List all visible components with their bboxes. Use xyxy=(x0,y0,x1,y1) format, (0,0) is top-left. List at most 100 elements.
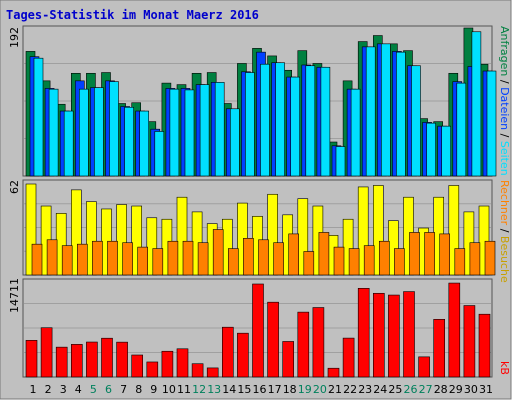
legend-anfragen: Anfragen xyxy=(498,26,511,76)
seiten-bar-day-18 xyxy=(290,76,301,177)
seiten-bar-day-27 xyxy=(426,122,436,177)
day-label-23: 23 xyxy=(358,383,372,396)
rechner-bar-day-19 xyxy=(303,251,315,276)
seiten-bar-day-4 xyxy=(79,88,89,177)
day-label-2: 2 xyxy=(45,383,52,396)
rechner-bar-day-14 xyxy=(228,248,239,276)
seiten-bar-day-29 xyxy=(456,82,467,177)
day-label-20: 20 xyxy=(313,383,327,396)
kb-bar-day-8 xyxy=(131,354,143,378)
legend-besuche: Besuche xyxy=(498,236,511,283)
rechner-bar-day-16 xyxy=(258,239,269,276)
rechner-bar-day-28 xyxy=(439,233,451,276)
kb-bar-day-30 xyxy=(463,305,476,378)
kb-bar-day-16 xyxy=(252,283,264,378)
seiten-bar-day-30 xyxy=(471,31,482,177)
kb-bar-day-10 xyxy=(161,350,174,378)
kb-bar-day-5 xyxy=(86,341,98,378)
legend-rechner: Rechner xyxy=(498,180,511,226)
rechner-bar-day-13 xyxy=(212,229,224,276)
day-label-17: 17 xyxy=(268,383,282,396)
day-label-7: 7 xyxy=(120,383,127,396)
kb-bar-day-12 xyxy=(191,363,204,378)
rechner-bar-day-7 xyxy=(122,242,133,276)
day-label-30: 30 xyxy=(464,383,478,396)
rechner-bar-day-26 xyxy=(409,232,420,276)
rechner-bar-day-3 xyxy=(61,245,73,276)
day-label-21: 21 xyxy=(328,383,342,396)
visits-y-max-label: 62 xyxy=(8,180,21,194)
requests-y-max-label: 192 xyxy=(8,27,21,48)
kb-bar-day-28 xyxy=(433,319,446,378)
day-label-24: 24 xyxy=(373,383,387,396)
seiten-bar-day-5 xyxy=(94,87,104,177)
kb-bar-day-4 xyxy=(71,344,83,378)
besuche-bar-day-5 xyxy=(86,201,97,276)
chart-title: Tages-Statistik im Monat Maerz 2016 xyxy=(6,8,259,22)
besuche-bar-day-23 xyxy=(357,186,369,276)
kb-bar-day-22 xyxy=(342,337,355,378)
rechner-bar-day-6 xyxy=(107,240,118,276)
rechner-bar-day-1 xyxy=(31,243,43,276)
kb-bar-day-11 xyxy=(176,348,189,378)
besuche-bar-day-7 xyxy=(116,204,127,276)
seiten-bar-day-1 xyxy=(33,57,44,177)
kb-bar-day-27 xyxy=(418,356,430,378)
besuche-bar-day-11 xyxy=(176,196,188,276)
kb-bar-day-17 xyxy=(267,301,279,378)
legend-dateien: Dateien xyxy=(498,87,511,130)
rechner-bar-day-30 xyxy=(469,242,481,276)
legend-seiten: Seiten xyxy=(498,141,511,176)
kb-bar-day-2 xyxy=(40,327,53,378)
seiten-bar-day-7 xyxy=(124,106,134,177)
seiten-bar-day-13 xyxy=(214,82,225,177)
seiten-bar-day-9 xyxy=(154,131,165,177)
requests-bars xyxy=(24,27,497,177)
rechner-bar-day-31 xyxy=(484,240,496,276)
kb-bar-day-15 xyxy=(237,332,249,378)
rechner-bar-day-10 xyxy=(167,240,179,276)
kb-bar-day-21 xyxy=(327,367,340,378)
seiten-bar-day-26 xyxy=(411,65,421,177)
kb-legend: kB xyxy=(498,361,511,375)
day-label-15: 15 xyxy=(237,383,251,396)
kb-bar-day-3 xyxy=(55,346,68,378)
day-label-27: 27 xyxy=(419,383,433,396)
rechner-bar-day-27 xyxy=(424,232,435,276)
besuche-bar-day-31 xyxy=(478,205,490,276)
day-label-14: 14 xyxy=(222,383,236,396)
day-label-16: 16 xyxy=(253,383,267,396)
besuche-bar-day-4 xyxy=(71,189,82,276)
rechner-bar-day-18 xyxy=(288,233,300,276)
besuche-bar-day-9 xyxy=(146,217,158,276)
day-label-9: 9 xyxy=(150,383,157,396)
kb-bars xyxy=(24,282,491,378)
kb-bar-day-6 xyxy=(101,337,113,378)
day-label-31: 31 xyxy=(479,383,493,396)
visits-panel: 62 xyxy=(8,179,496,276)
besuche-bar-day-1 xyxy=(25,183,37,276)
rechner-bar-day-2 xyxy=(46,239,58,276)
day-label-1: 1 xyxy=(30,383,37,396)
besuche-bar-day-17 xyxy=(267,193,278,276)
rechner-bar-day-25 xyxy=(394,248,405,276)
day-axis-labels: 1 2 3 4 5 6 7 8 9 10 11 12 13 14 15 16 17 18 19 20 21 22 23 24 2… xyxy=(30,383,494,396)
seiten-bar-day-19 xyxy=(305,65,316,177)
seiten-bar-day-17 xyxy=(275,62,285,177)
kb-bar-day-1 xyxy=(25,340,38,378)
besuche-bar-day-8 xyxy=(131,205,142,276)
day-label-13: 13 xyxy=(207,383,221,396)
day-label-4: 4 xyxy=(75,383,82,396)
rechner-bar-day-11 xyxy=(182,240,194,276)
rechner-bar-day-29 xyxy=(454,248,466,276)
seiten-bar-day-3 xyxy=(63,110,74,177)
seiten-bar-day-14 xyxy=(230,108,240,177)
rechner-bar-day-15 xyxy=(243,238,254,276)
seiten-bar-day-8 xyxy=(139,110,149,177)
day-label-26: 26 xyxy=(404,383,418,396)
kb-bar-day-25 xyxy=(388,294,400,378)
seiten-bar-day-6 xyxy=(109,81,119,177)
seiten-bar-day-22 xyxy=(350,88,361,177)
kb-bar-day-24 xyxy=(372,292,385,378)
